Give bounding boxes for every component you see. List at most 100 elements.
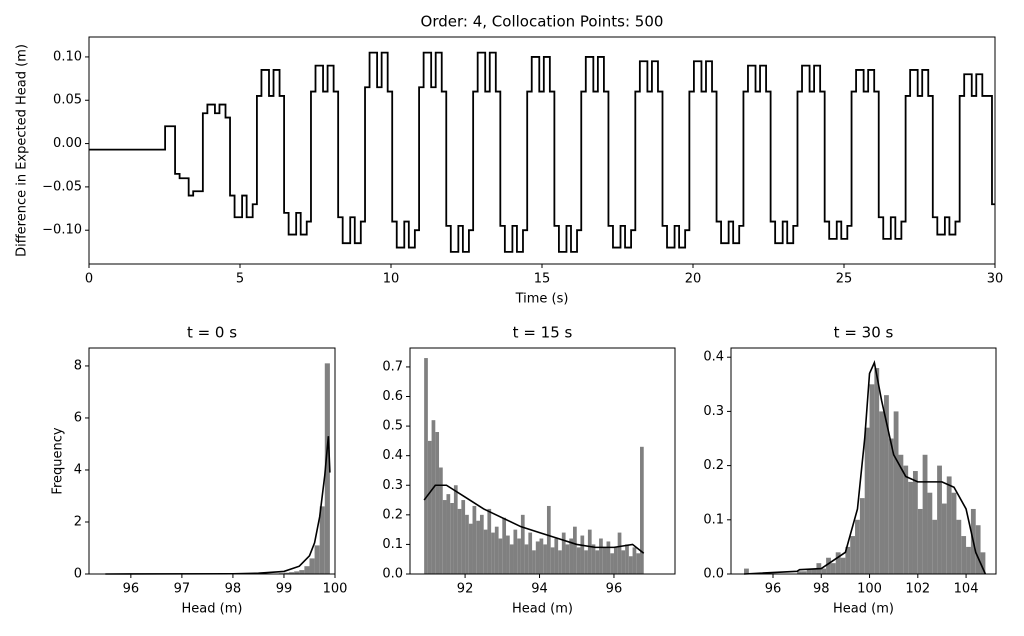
histogram-bar bbox=[884, 395, 889, 574]
histogram-bar bbox=[565, 544, 570, 574]
histogram-bar bbox=[835, 552, 841, 574]
x-tick-label: 96 bbox=[765, 582, 782, 597]
histogram-bar bbox=[468, 523, 473, 574]
x-axis-label: Head (m) bbox=[512, 602, 573, 617]
histogram-bar bbox=[613, 547, 618, 574]
histogram-bar bbox=[966, 546, 971, 574]
histogram-bar bbox=[621, 550, 626, 574]
histogram-bar bbox=[324, 363, 330, 574]
data-line bbox=[89, 51, 995, 253]
y-tick-label: 0.2 bbox=[382, 507, 403, 522]
histogram-bar bbox=[898, 454, 904, 574]
histogram-bar bbox=[319, 506, 325, 574]
histogram-bar bbox=[961, 536, 967, 574]
y-tick-label: 0.3 bbox=[382, 478, 403, 493]
histogram-bar bbox=[845, 546, 851, 574]
histogram-bar bbox=[506, 535, 510, 574]
histogram-bar bbox=[435, 432, 440, 574]
histogram-bar bbox=[806, 568, 812, 574]
y-tick-label: 0.0 bbox=[382, 567, 403, 582]
histogram-bar bbox=[584, 550, 588, 574]
y-tick-label: 0.4 bbox=[382, 448, 403, 463]
histogram-bar bbox=[610, 553, 614, 574]
histogram-bar bbox=[874, 368, 880, 574]
histogram-bar bbox=[487, 508, 492, 574]
kde-line bbox=[105, 436, 331, 575]
histogram-bar bbox=[558, 550, 562, 574]
histogram-bar bbox=[535, 541, 540, 574]
histogram-bar bbox=[602, 547, 607, 574]
y-tick-label: 0.0 bbox=[703, 567, 724, 582]
histogram-bar bbox=[864, 427, 870, 574]
plot-frame bbox=[730, 347, 997, 575]
x-tick-label: 20 bbox=[685, 272, 702, 287]
histogram-bar bbox=[855, 519, 860, 574]
histogram-bar bbox=[546, 505, 551, 574]
histogram-bar bbox=[625, 544, 629, 574]
histogram-bar bbox=[498, 538, 503, 574]
histogram-bar bbox=[554, 538, 559, 574]
histogram-bar bbox=[494, 526, 499, 574]
histogram-bar bbox=[975, 525, 981, 574]
histogram-bar bbox=[912, 471, 918, 574]
histogram-bar bbox=[640, 446, 644, 574]
histogram-bar bbox=[528, 532, 533, 574]
histogram-bar bbox=[524, 544, 529, 574]
y-tick-label: 6 bbox=[74, 410, 82, 425]
histogram-bar bbox=[956, 519, 962, 574]
histogram-bar bbox=[314, 545, 320, 574]
y-tick-label: 0.10 bbox=[53, 49, 82, 64]
y-tick-label: 0 bbox=[74, 567, 82, 582]
y-tick-label: −0.05 bbox=[42, 179, 82, 194]
x-tick-label: 100 bbox=[857, 582, 882, 597]
histogram-bar bbox=[502, 517, 507, 574]
histogram-bar bbox=[903, 465, 909, 574]
y-tick-label: −0.10 bbox=[42, 223, 82, 238]
histogram-bar bbox=[431, 420, 436, 574]
histogram-bar bbox=[850, 536, 856, 574]
histogram-bar bbox=[543, 544, 547, 574]
y-tick-label: 0.7 bbox=[382, 359, 403, 374]
histogram-bar bbox=[606, 541, 611, 574]
histogram-bar bbox=[532, 550, 536, 574]
y-tick-label: 0.00 bbox=[53, 136, 82, 151]
histogram-bar bbox=[801, 571, 807, 574]
y-axis-label: Difference in Expected Head (m) bbox=[15, 44, 30, 257]
x-tick-label: 98 bbox=[225, 582, 242, 597]
histogram-bar bbox=[951, 492, 957, 574]
histogram-bar bbox=[309, 558, 315, 574]
histogram-bar bbox=[304, 566, 310, 574]
x-tick-label: 102 bbox=[905, 582, 930, 597]
histogram-bar bbox=[439, 467, 443, 574]
x-tick-label: 98 bbox=[813, 582, 830, 597]
y-axis-label: Frequency bbox=[51, 427, 66, 494]
y-tick-label: 0.1 bbox=[382, 537, 403, 552]
histogram-bar bbox=[587, 529, 592, 574]
histogram-bar bbox=[869, 384, 875, 574]
histogram-bar bbox=[628, 556, 633, 574]
chart-title: Order: 4, Collocation Points: 500 bbox=[421, 13, 664, 31]
histogram-bar bbox=[595, 550, 600, 574]
histogram-bar bbox=[908, 481, 913, 574]
histogram-bar bbox=[450, 503, 454, 574]
histogram-bar bbox=[937, 465, 942, 574]
histogram-bar bbox=[424, 358, 428, 574]
histogram-bar bbox=[476, 520, 480, 574]
histogram-bar bbox=[826, 557, 831, 574]
x-tick-label: 30 bbox=[987, 272, 1004, 287]
x-tick-label: 15 bbox=[534, 272, 551, 287]
x-tick-label: 99 bbox=[276, 582, 293, 597]
histogram-bar bbox=[465, 514, 469, 574]
histogram-bar bbox=[932, 519, 938, 574]
y-tick-label: 8 bbox=[74, 358, 82, 373]
histogram-bar bbox=[821, 568, 827, 574]
histogram-bar bbox=[569, 538, 574, 574]
y-tick-label: 0.6 bbox=[382, 389, 403, 404]
histogram-bar bbox=[576, 547, 581, 574]
histogram-bar bbox=[888, 438, 894, 574]
x-tick-label: 10 bbox=[383, 272, 400, 287]
histogram-bar bbox=[859, 498, 865, 574]
x-tick-label: 104 bbox=[954, 582, 979, 597]
histogram-bar bbox=[517, 538, 521, 574]
